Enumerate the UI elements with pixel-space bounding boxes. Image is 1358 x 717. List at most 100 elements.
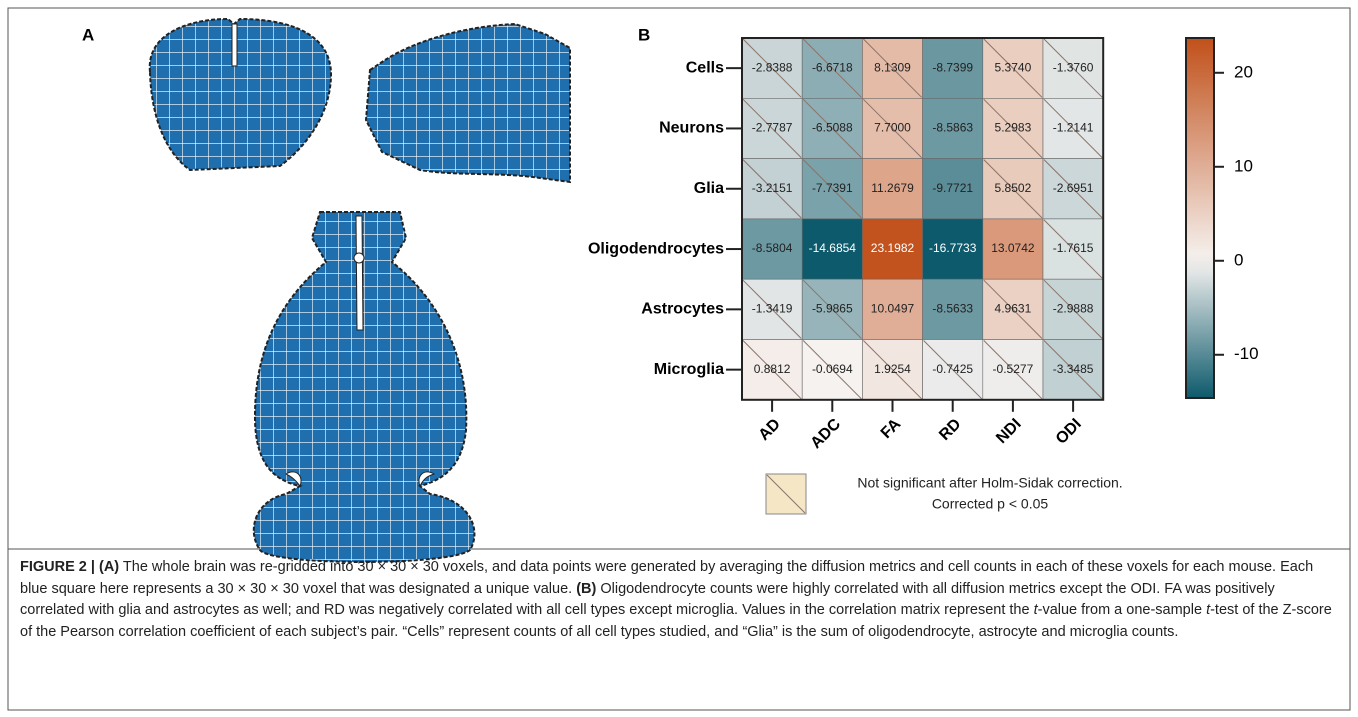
row-label: Cells <box>686 59 724 76</box>
cell-value-label: 5.3740 <box>995 60 1032 74</box>
caption-run: (B) <box>576 580 597 597</box>
cell-value-label: -2.7787 <box>752 121 793 135</box>
cell-value-label: -8.5804 <box>752 241 793 255</box>
heatmap-cell <box>862 278 923 340</box>
non-significant-mark <box>742 98 802 158</box>
legend-text: Corrected p < 0.05 <box>932 496 1049 512</box>
heatmap-cell <box>922 37 984 99</box>
colorbar <box>1185 37 1215 399</box>
cell-value-label: -1.2141 <box>1053 121 1094 135</box>
cell-value-label: -6.5088 <box>812 121 853 135</box>
cell-value-label: 11.2679 <box>871 181 914 195</box>
colorbar-tick-label: -10 <box>1234 344 1259 363</box>
non-significant-mark <box>1043 98 1103 158</box>
cell-value-label: 5.8502 <box>995 181 1032 195</box>
column-label: AD <box>756 416 784 444</box>
cell-value-label: -2.6951 <box>1053 181 1094 195</box>
caption-run: t <box>1206 602 1211 618</box>
non-significant-mark <box>742 159 802 219</box>
column-label: RD <box>936 416 964 444</box>
non-significant-mark <box>863 38 922 98</box>
cell-value-label: -0.7425 <box>932 362 973 376</box>
colorbar-tick-label: 0 <box>1234 250 1243 269</box>
non-significant-mark <box>1043 279 1103 339</box>
non-significant-mark <box>802 279 862 339</box>
row-label: Neurons <box>659 120 724 137</box>
cell-value-label: 4.9631 <box>995 302 1032 316</box>
non-significant-mark <box>983 159 1043 219</box>
non-significant-mark <box>863 340 922 400</box>
cell-value-label: -1.3419 <box>752 302 793 316</box>
cell-value-label: -1.7615 <box>1053 241 1094 255</box>
non-significant-mark <box>923 340 983 400</box>
cell-value-label: -9.7721 <box>932 181 973 195</box>
column-label: NDI <box>993 416 1025 448</box>
heatmap-cell <box>982 218 1044 280</box>
non-significant-mark <box>802 340 862 400</box>
heatmap-cell <box>862 218 923 280</box>
caption-run: -test of the Z-score of the Pearson corr… <box>20 602 1332 640</box>
panel-label: A <box>82 25 94 44</box>
heatmap-cell <box>922 278 984 340</box>
cell-value-label: -1.3760 <box>1053 60 1094 74</box>
caption-run: Oligodendrocyte counts were highly corre… <box>20 580 1275 619</box>
figure-caption: FIGURE 2 | (A) The whole brain was re-gr… <box>20 557 1340 643</box>
non-significant-mark <box>1043 340 1103 400</box>
non-significant-mark <box>983 38 1043 98</box>
caption-run: FIGURE 2 | (A) <box>20 559 120 575</box>
heatmap-cell <box>922 98 984 159</box>
panel-label: B <box>638 25 650 44</box>
non-significant-mark <box>863 98 922 158</box>
legend-diagonal <box>766 474 806 514</box>
non-significant-mark <box>983 340 1043 400</box>
cell-value-label: -8.5633 <box>932 302 973 316</box>
figure-border <box>7 7 1351 711</box>
heatmap-cell <box>922 218 984 280</box>
cell-value-label: -8.7399 <box>932 60 973 74</box>
row-label: Microglia <box>654 361 724 378</box>
non-significant-mark <box>802 98 862 158</box>
colorbar-tick-label: 10 <box>1234 156 1253 175</box>
cell-value-label: 0.8812 <box>754 362 791 376</box>
cell-value-label: -5.9865 <box>812 302 853 316</box>
heatmap-cell <box>801 218 863 280</box>
cell-value-label: -0.5277 <box>993 362 1034 376</box>
non-significant-mark <box>983 279 1043 339</box>
caption-run: The whole brain was re-gridded into 30 ×… <box>20 559 1314 597</box>
coronal-brain <box>148 17 333 172</box>
cell-value-label: 8.1309 <box>874 60 911 74</box>
row-label: Oligodendrocytes <box>588 240 724 257</box>
non-significant-mark <box>742 279 802 339</box>
cell-value-label: 7.7000 <box>874 121 911 135</box>
cell-value-label: -16.7733 <box>929 241 977 255</box>
row-label: Astrocytes <box>641 301 724 318</box>
cell-value-label: -7.7391 <box>812 181 853 195</box>
non-significant-mark <box>1043 219 1103 279</box>
non-significant-mark <box>802 159 862 219</box>
cell-value-label: 5.2983 <box>995 121 1032 135</box>
cell-value-label: 1.9254 <box>874 362 911 376</box>
legend-text: Not significant after Holm-Sidak correct… <box>857 475 1122 491</box>
cell-value-label: -3.3485 <box>1053 362 1094 376</box>
heatmap-cell <box>922 158 984 220</box>
cell-value-label: -0.0694 <box>812 362 853 376</box>
caption-run: -value from a one-sample <box>1037 602 1207 618</box>
cell-value-label: -6.6718 <box>812 60 853 74</box>
row-label: Glia <box>694 180 724 197</box>
colorbar-tick-label: 20 <box>1234 62 1253 81</box>
cell-value-label: -3.2151 <box>752 181 793 195</box>
caption-run: t <box>1033 602 1038 618</box>
non-significant-mark <box>1043 159 1103 219</box>
heatmap-border <box>741 37 1105 401</box>
sagittal-brain <box>364 22 571 184</box>
column-label: ODI <box>1053 416 1085 448</box>
non-significant-mark <box>1043 38 1103 98</box>
cell-value-label: -2.8388 <box>752 60 793 74</box>
non-significant-mark <box>742 340 802 400</box>
cell-value-label: -14.6854 <box>809 241 857 255</box>
cell-value-label: 13.0742 <box>991 241 1035 255</box>
horizontal-brain <box>252 211 476 563</box>
non-significant-mark <box>742 38 802 98</box>
